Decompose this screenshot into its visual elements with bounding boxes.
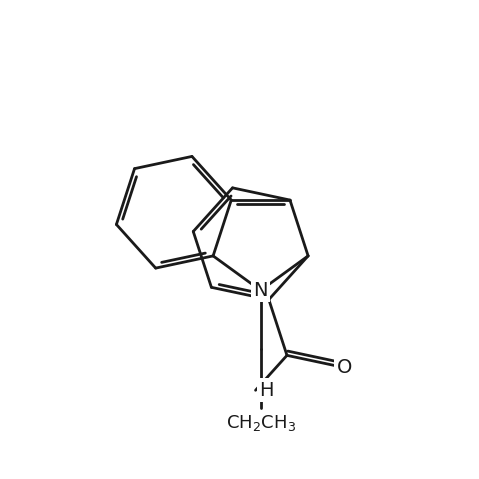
Text: N: N xyxy=(253,281,268,300)
Text: CH$_2$CH$_3$: CH$_2$CH$_3$ xyxy=(226,413,296,433)
Text: O: O xyxy=(337,358,352,377)
Text: H: H xyxy=(260,381,274,400)
